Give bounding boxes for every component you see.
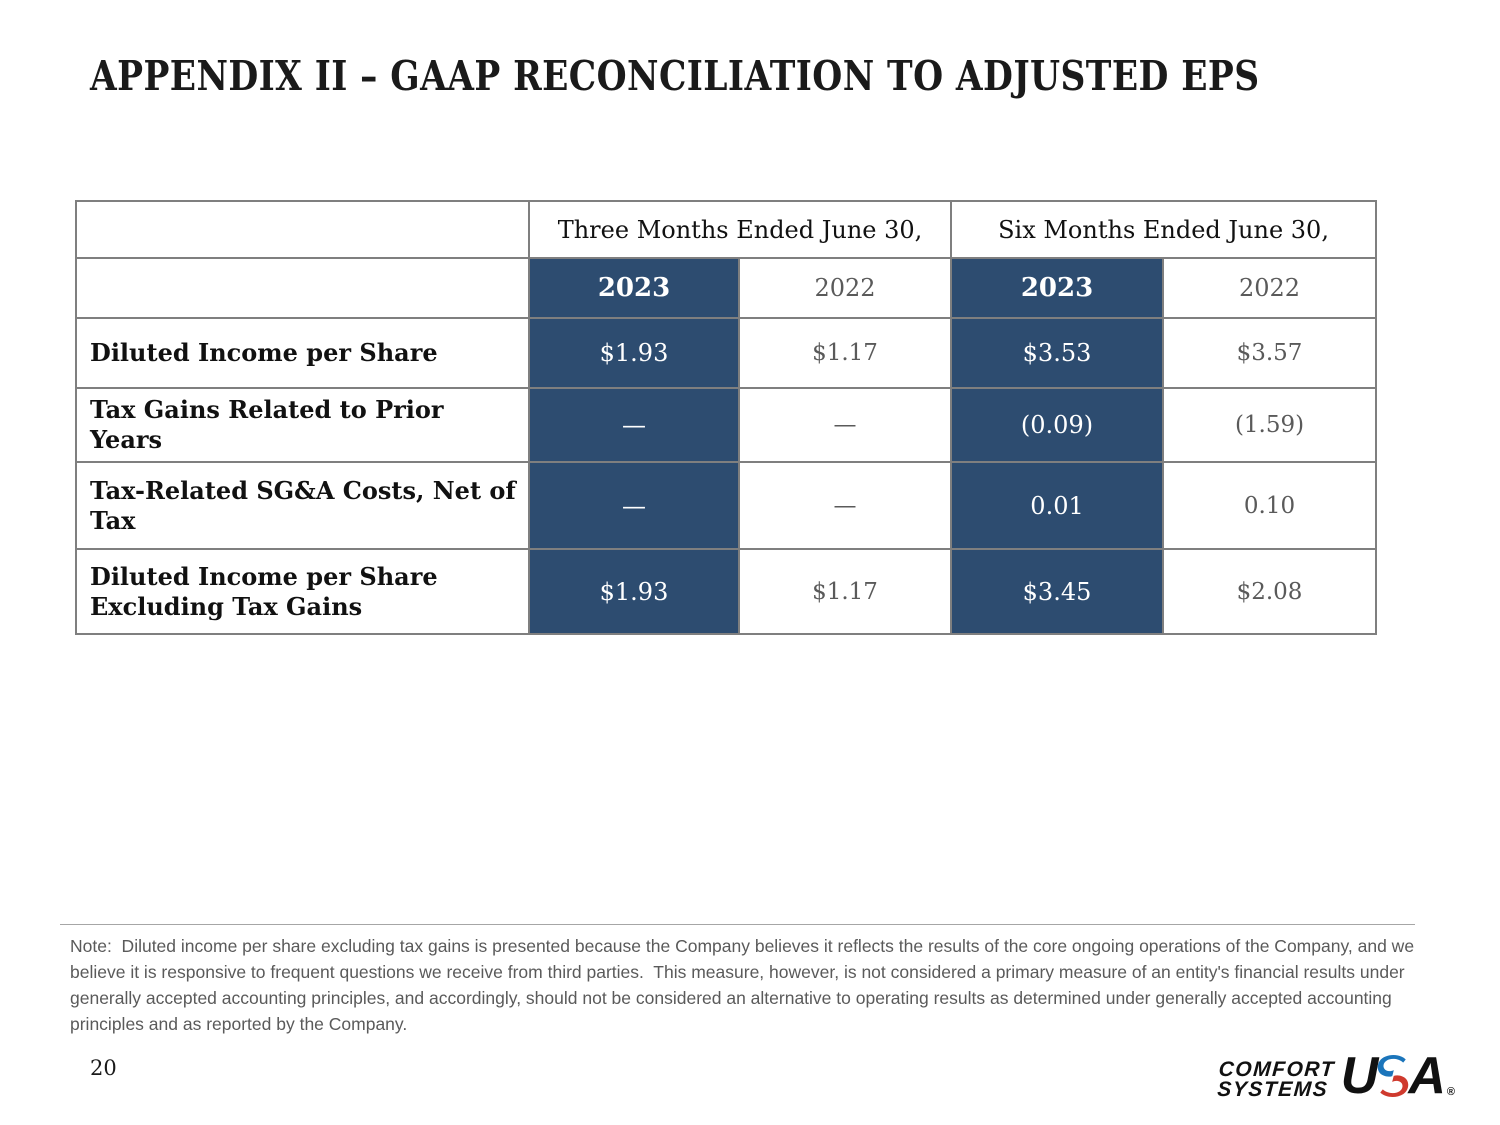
cell-value: $1.17 xyxy=(737,317,953,389)
page-number: 20 xyxy=(90,1056,117,1080)
cell-value: 0.10 xyxy=(1162,461,1378,550)
row-label: Tax-Related SG&A Costs, Net of Tax xyxy=(75,461,530,550)
cell-value: $3.53 xyxy=(950,317,1165,389)
cell-value: $2.08 xyxy=(1162,548,1378,635)
logo-swoosh-s-icon xyxy=(1378,1054,1409,1098)
table-row-diluted-income-excl: Diluted Income per Share Excluding Tax G… xyxy=(75,548,1378,635)
year-header-3mo-2023: 2023 xyxy=(528,257,740,319)
registered-trademark-icon: ® xyxy=(1446,1086,1455,1098)
footnote: Note: Diluted income per share excluding… xyxy=(60,924,1415,1038)
cell-value: — xyxy=(528,387,740,463)
cell-value: — xyxy=(528,461,740,550)
row-label: Tax Gains Related to Prior Years xyxy=(75,387,530,463)
table-row-sga-costs: Tax-Related SG&A Costs, Net of Tax — — 0… xyxy=(75,461,1378,550)
cell-value: $3.45 xyxy=(950,548,1165,635)
year-header-3mo-2022: 2022 xyxy=(737,257,953,319)
logo-usa-u: U xyxy=(1340,1047,1379,1105)
cell-value: (0.09) xyxy=(950,387,1165,463)
table-row-diluted-income: Diluted Income per Share $1.93 $1.17 $3.… xyxy=(75,317,1378,389)
cell-value: $1.93 xyxy=(528,317,740,389)
group-header-three-months: Three Months Ended June 30, xyxy=(527,200,953,259)
table-row-tax-gains: Tax Gains Related to Prior Years — — (0.… xyxy=(75,387,1378,463)
empty-label-cell xyxy=(75,257,530,319)
cell-value: $1.17 xyxy=(737,548,953,635)
corner-cell xyxy=(75,200,530,259)
gaap-reconciliation-table: Three Months Ended June 30, Six Months E… xyxy=(75,200,1378,635)
cell-value: $3.57 xyxy=(1162,317,1378,389)
slide-title: APPENDIX II – GAAP RECONCILIATION TO ADJ… xyxy=(90,52,1260,100)
logo-systems-text: SYSTEMS xyxy=(1217,1078,1330,1101)
cell-value: — xyxy=(737,387,953,463)
year-header-row: 2023 2022 2023 2022 xyxy=(75,257,1378,319)
cell-value: 0.01 xyxy=(950,461,1165,550)
year-header-6mo-2022: 2022 xyxy=(1162,257,1378,319)
cell-value: (1.59) xyxy=(1162,387,1378,463)
logo-wordmark: COMFORT SYSTEMS xyxy=(1217,1058,1336,1101)
group-header-six-months: Six Months Ended June 30, xyxy=(950,200,1378,259)
cell-value: — xyxy=(737,461,953,550)
comfort-systems-usa-logo: COMFORT SYSTEMS U A ® xyxy=(1217,1047,1455,1105)
row-label: Diluted Income per Share Excluding Tax G… xyxy=(75,548,530,635)
year-header-6mo-2023: 2023 xyxy=(950,257,1165,319)
row-label: Diluted Income per Share xyxy=(75,317,530,389)
logo-usa-a: A xyxy=(1408,1047,1446,1105)
group-header-row: Three Months Ended June 30, Six Months E… xyxy=(75,200,1378,259)
logo-usa: U A ® xyxy=(1340,1047,1455,1105)
cell-value: $1.93 xyxy=(528,548,740,635)
